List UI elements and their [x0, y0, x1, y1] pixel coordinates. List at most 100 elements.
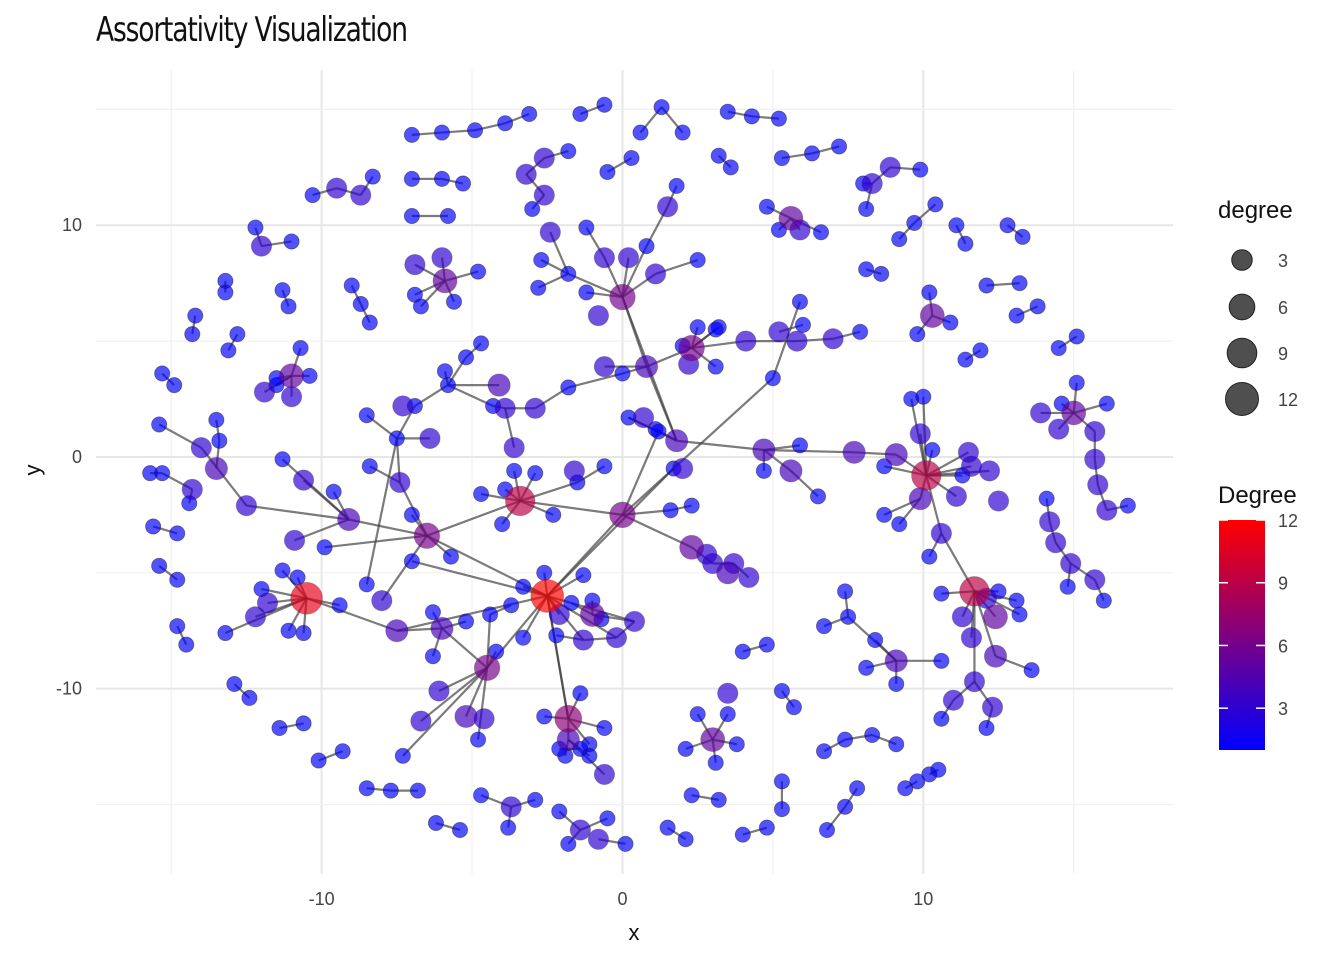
graph-node [921, 548, 938, 565]
graph-node [527, 791, 544, 808]
graph-node [394, 747, 411, 764]
graph-node [389, 471, 411, 494]
graph-node [433, 124, 450, 141]
graph-node [861, 172, 883, 195]
graph-node [487, 373, 511, 397]
graph-node [1084, 569, 1106, 591]
graph-node [404, 253, 426, 276]
graph-node [972, 342, 989, 359]
graph-node [873, 265, 890, 282]
graph-node [1060, 552, 1082, 575]
size-legend-label: 6 [1278, 298, 1288, 318]
graph-node [876, 506, 893, 523]
graph-node [241, 689, 258, 706]
graph-node [758, 198, 775, 215]
graph-node [470, 263, 487, 280]
graph-node [752, 438, 776, 462]
graph-node [678, 334, 705, 362]
graph-node [169, 571, 186, 588]
graph-node [536, 564, 553, 581]
graph-node [617, 247, 640, 269]
graph-edge [306, 597, 398, 632]
graph-node [473, 787, 490, 804]
graph-node [569, 819, 591, 841]
graph-node [229, 326, 246, 343]
graph-node [467, 122, 484, 139]
graph-node [1029, 298, 1046, 315]
graph-node [331, 597, 348, 614]
graph-node [933, 710, 950, 727]
graph-node [274, 451, 291, 468]
graph-node [599, 810, 616, 827]
graph-node [325, 483, 342, 500]
graph-node [392, 395, 414, 417]
graph-node [545, 506, 562, 523]
graph-node [1068, 328, 1085, 345]
graph-node [773, 682, 790, 699]
graph-node [605, 627, 628, 649]
graph-node [1119, 497, 1136, 514]
graph-node [1059, 578, 1076, 595]
graph-node [436, 363, 453, 380]
graph-node [204, 456, 228, 481]
graph-node [858, 659, 875, 676]
graph-node [803, 145, 820, 162]
graph-node [181, 478, 203, 501]
graph-node [452, 821, 469, 838]
axis-ticks: -10 0 10 -10 0 10 [56, 215, 933, 909]
graph-node [504, 485, 536, 517]
size-legend: 3 6 9 12 [1225, 249, 1298, 416]
graph-node [208, 411, 225, 428]
graph-node [728, 736, 745, 753]
size-legend-title: degree [1218, 197, 1293, 224]
graph-node [473, 654, 501, 682]
graph-edge [546, 467, 675, 597]
color-legend-label: 6 [1278, 636, 1288, 656]
graph-node [295, 715, 312, 732]
graph-node [689, 706, 706, 723]
graph-node [409, 782, 426, 799]
graph-node [579, 602, 605, 627]
graph-node [906, 214, 923, 231]
graph-node [674, 124, 691, 141]
graph-node [864, 726, 881, 743]
graph-node [734, 826, 751, 843]
graph-node [458, 613, 475, 630]
graph-node [816, 743, 833, 760]
graph-node [334, 743, 351, 760]
graph-node [819, 821, 836, 838]
graph-edge [402, 667, 488, 757]
graph-node [166, 377, 183, 394]
color-legend-ticks: 3 6 9 12 [1219, 511, 1298, 719]
graph-node [734, 643, 751, 660]
graph-edge [447, 384, 494, 407]
graph-node [837, 798, 854, 815]
node-layer [142, 96, 1136, 852]
graph-edge [281, 458, 350, 521]
graph-node [533, 184, 555, 206]
graph-node [151, 416, 168, 433]
graph-node [184, 326, 201, 343]
graph-node [879, 156, 901, 178]
graph-node [536, 708, 553, 725]
graph-node [151, 557, 168, 574]
color-legend-label: 12 [1278, 511, 1298, 531]
graph-node [778, 205, 804, 231]
graph-node [473, 335, 490, 352]
graph-node [884, 443, 908, 467]
graph-node [1029, 402, 1052, 424]
graph-node [274, 562, 291, 579]
graph-node [500, 796, 522, 818]
color-legend-label: 9 [1278, 574, 1288, 594]
graph-node [530, 279, 547, 296]
graph-node [388, 430, 405, 447]
graph-node [689, 319, 706, 336]
graph-edge [246, 504, 349, 521]
graph-node [578, 284, 595, 301]
graph-node [419, 427, 441, 450]
graph-node [773, 773, 790, 790]
graph-node [1011, 606, 1028, 623]
graph-node [494, 516, 511, 533]
graph-node [858, 261, 875, 278]
graph-node [1014, 228, 1031, 245]
